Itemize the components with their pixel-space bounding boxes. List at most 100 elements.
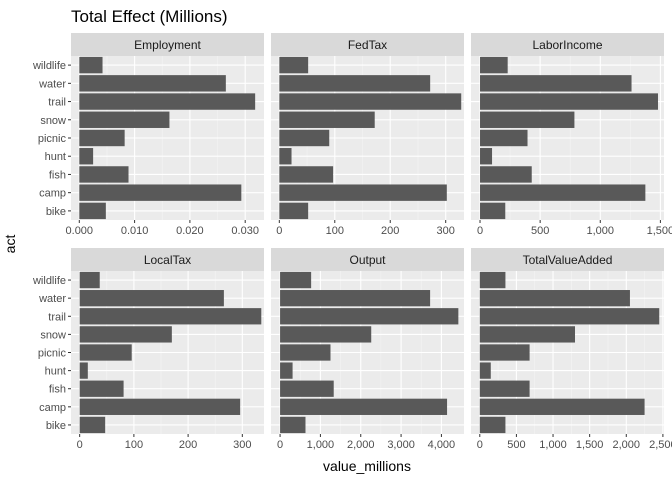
- facet-localtax-bar-picnic: [79, 344, 132, 361]
- y-tick-label-water: water: [38, 293, 66, 305]
- facet-employment-bar-camp: [79, 184, 242, 201]
- facet-laborincome-x-tick-label: 1,000: [587, 225, 615, 237]
- facet-localtax-bar-fish: [79, 380, 124, 397]
- facet-totalvalueadded-bar-camp: [479, 398, 645, 415]
- facet-totalvalueadded-strip-label: TotalValueAdded: [523, 253, 613, 267]
- facet-employment-bar-water: [79, 75, 226, 92]
- facet-localtax-x-tick-label: 0: [77, 439, 83, 451]
- facet-employment-x-tick-label: 0.030: [231, 225, 259, 237]
- facet-employment-bar-bike: [79, 202, 106, 220]
- facet-output-bar-bike: [280, 416, 306, 434]
- y-tick-label-hunt: hunt: [45, 151, 66, 163]
- facet-employment-bar-snow: [79, 111, 170, 128]
- y-tick-label-trail: trail: [48, 97, 66, 109]
- facet-totalvalueadded-x-tick-label: 2,000: [613, 439, 641, 451]
- facet-totalvalueadded-bar-fish: [479, 380, 530, 397]
- facet-fedtax-x-tick-label: 100: [326, 225, 344, 237]
- facet-fedtax-bar-trail: [279, 93, 462, 110]
- y-tick-label-camp: camp: [39, 402, 66, 414]
- facet-employment-x-tick-label: 0.010: [121, 225, 149, 237]
- facet-fedtax-bar-bike: [279, 202, 309, 220]
- facet-laborincome-bar-bike: [480, 202, 506, 220]
- y-tick-label-fish: fish: [49, 169, 66, 181]
- facet-output-bar-snow: [280, 326, 372, 343]
- facet-output-strip: [271, 248, 464, 271]
- facet-output-bar-trail: [280, 308, 459, 325]
- facet-totalvalueadded-bar-trail: [479, 308, 660, 325]
- facet-totalvalueadded-x-tick-label: 2,500: [649, 439, 672, 451]
- facet-localtax-bar-hunt: [79, 362, 88, 379]
- y-tick-label-fish: fish: [49, 384, 66, 396]
- facet-output-x-tick-label: 1,000: [307, 439, 335, 451]
- facet-fedtax-bar-camp: [279, 184, 447, 201]
- facet-laborincome-bar-trail: [480, 93, 658, 110]
- facet-output-x-tick-label: 0: [277, 439, 283, 451]
- y-tick-label-snow: snow: [40, 115, 66, 127]
- facet-localtax-x-tick-label: 100: [125, 439, 143, 451]
- facet-employment-x-tick-label: 0.020: [176, 225, 204, 237]
- facet-employment-x-tick-label: 0.000: [66, 225, 94, 237]
- facet-laborincome-strip: [471, 33, 664, 56]
- facet-localtax-bar-wildlife: [79, 271, 100, 289]
- facet-output-x-tick-label: 2,000: [347, 439, 375, 451]
- facet-localtax-strip: [71, 248, 264, 271]
- facet-localtax-bar-water: [79, 290, 224, 307]
- y-tick-label-wildlife: wildlife: [32, 60, 66, 72]
- facet-laborincome-bar-picnic: [480, 129, 528, 147]
- x-axis-label: value_millions: [323, 458, 411, 474]
- facet-localtax-bar-snow: [79, 326, 172, 343]
- y-tick-label-picnic: picnic: [38, 348, 67, 360]
- facet-laborincome-bar-water: [480, 75, 632, 92]
- facet-fedtax-bar-picnic: [279, 129, 330, 147]
- y-tick-label-bike: bike: [46, 206, 66, 218]
- chart-title: Total Effect (Millions): [71, 7, 228, 26]
- facet-employment-bar-trail: [79, 93, 256, 110]
- y-tick-label-picnic: picnic: [38, 133, 67, 145]
- facet-fedtax-strip-label: FedTax: [348, 38, 387, 52]
- facet-fedtax-x-tick-label: 0: [276, 225, 282, 237]
- facet-totalvalueadded-x-tick-label: 0: [477, 439, 483, 451]
- facet-laborincome-bar-camp: [480, 184, 646, 201]
- facet-laborincome-x-tick-label: 1,500: [647, 225, 672, 237]
- facet-laborincome-bar-hunt: [480, 148, 493, 165]
- facet-panels: Employment 0.000 0.010 0.020 0.030 bike camp fi…: [32, 33, 672, 451]
- facet-fedtax-bar-wildlife: [279, 56, 309, 74]
- facet-localtax-strip-label: LocalTax: [144, 253, 191, 267]
- facet-output-x-tick-label: 4,000: [428, 439, 456, 451]
- facet-fedtax-bar-snow: [279, 111, 375, 128]
- facet-fedtax-x-tick-label: 200: [381, 225, 399, 237]
- y-tick-label-bike: bike: [46, 420, 66, 432]
- facet-laborincome-x-tick-label: 0: [477, 225, 483, 237]
- facet-fedtax-strip: [271, 33, 464, 56]
- y-tick-label-wildlife: wildlife: [32, 275, 66, 287]
- facet-output-bar-fish: [280, 380, 334, 397]
- y-tick-label-water: water: [38, 78, 66, 90]
- facet-output-bar-wildlife: [280, 271, 312, 289]
- facet-localtax-x-tick-label: 200: [179, 439, 197, 451]
- facet-fedtax-x-tick-label: 300: [437, 225, 455, 237]
- facet-fedtax-bar-water: [279, 75, 431, 92]
- y-tick-label-trail: trail: [48, 311, 66, 323]
- facet-totalvalueadded-bar-water: [479, 290, 630, 307]
- facet-output-bar-picnic: [280, 344, 331, 361]
- facet-totalvalueadded-strip: [471, 248, 664, 271]
- facet-laborincome-bar-snow: [480, 111, 575, 128]
- y-tick-label-hunt: hunt: [45, 366, 66, 378]
- facet-output-bar-camp: [280, 398, 448, 415]
- facet-laborincome-bar-fish: [480, 166, 532, 183]
- facet-employment-bar-picnic: [79, 129, 125, 147]
- facet-fedtax-bar-hunt: [279, 148, 292, 165]
- facet-laborincome-bar-wildlife: [480, 56, 508, 74]
- facet-employment-bar-fish: [79, 166, 129, 183]
- facet-laborincome-x-tick-label: 500: [531, 225, 549, 237]
- facet-employment-bar-wildlife: [79, 56, 103, 74]
- facet-totalvalueadded-bar-picnic: [479, 344, 530, 361]
- facet-totalvalueadded-bar-hunt: [479, 362, 491, 379]
- facet-totalvalueadded-bar-snow: [479, 326, 576, 343]
- facet-localtax-bar-trail: [79, 308, 262, 325]
- facet-localtax-x-tick-label: 300: [233, 439, 251, 451]
- y-axis-label: act: [2, 235, 18, 254]
- facet-totalvalueadded-bar-wildlife: [479, 271, 506, 289]
